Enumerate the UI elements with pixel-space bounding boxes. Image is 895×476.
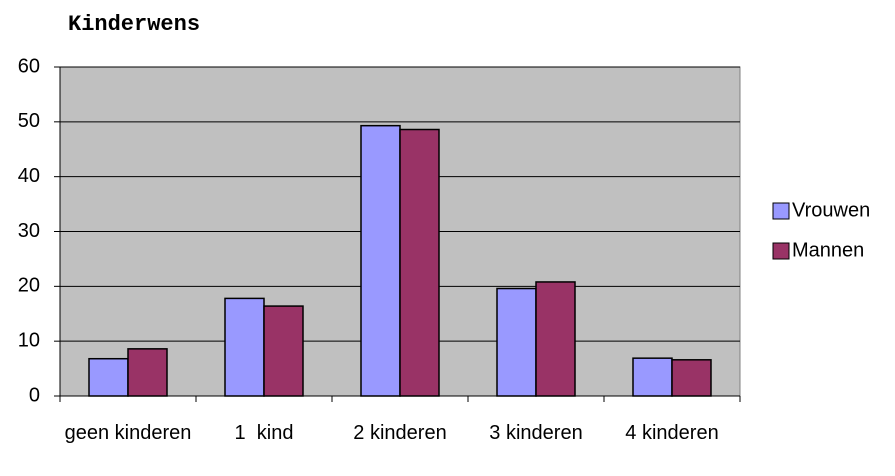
y-tick-label: 20 — [18, 275, 40, 297]
x-tick-label: geen kinderen — [64, 422, 192, 444]
y-tick-label: 10 — [18, 329, 40, 351]
x-tick-label: 1 kind — [234, 422, 294, 444]
y-tick-label: 40 — [18, 165, 40, 187]
legend-label: Mannen — [792, 239, 864, 261]
x-tick-label: 2 kinderen — [353, 422, 447, 444]
bar — [399, 128, 440, 397]
legend-swatch — [772, 242, 790, 260]
y-tick-label: 30 — [18, 220, 40, 242]
y-tick-label: 50 — [18, 110, 40, 132]
y-tick-label: 0 — [29, 384, 40, 406]
bar — [671, 359, 712, 397]
y-tick-label: 60 — [18, 55, 40, 77]
bar — [224, 297, 265, 397]
chart-title: Kinderwens — [68, 12, 200, 37]
x-tick-label: 4 kinderen — [625, 422, 719, 444]
legend-label: Vrouwen — [792, 199, 870, 221]
x-tick-label: 3 kinderen — [489, 422, 583, 444]
bar — [88, 357, 129, 397]
bar — [360, 124, 401, 397]
legend-swatch — [772, 202, 790, 220]
bar — [632, 357, 673, 397]
bar — [496, 287, 537, 397]
bar — [263, 305, 304, 397]
bar — [535, 281, 576, 397]
bar — [127, 348, 168, 397]
